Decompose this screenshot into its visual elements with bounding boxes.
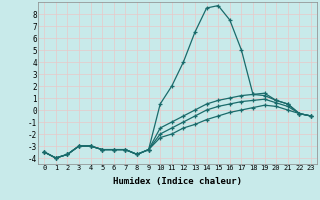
X-axis label: Humidex (Indice chaleur): Humidex (Indice chaleur) bbox=[113, 177, 242, 186]
